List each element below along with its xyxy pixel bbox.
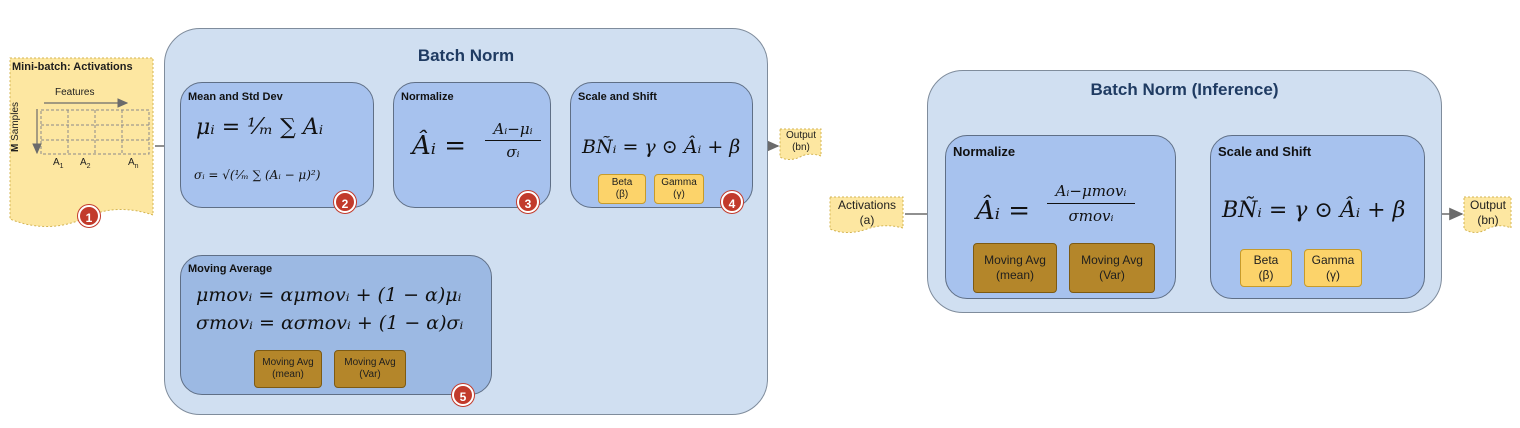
moving-mean-formula: μmovᵢ = αμmovᵢ + (1 − α)μᵢ xyxy=(196,284,462,306)
mean-formula: μᵢ = ¹⁄ₘ ∑ Aᵢ xyxy=(196,115,324,140)
output-inference-label: Output (bn) xyxy=(1469,198,1507,227)
normalize-fraction: Aᵢ−μᵢ σᵢ xyxy=(482,120,544,161)
moving-avg-var: Moving Avg (Var) xyxy=(334,350,406,388)
inference-gamma-param: Gamma (γ) xyxy=(1304,249,1362,287)
output-inference-shape xyxy=(1463,196,1512,233)
inference-moving-avg-var: Moving Avg (Var) xyxy=(1069,243,1155,293)
normalize-box xyxy=(393,82,551,208)
normalize-denominator: σᵢ xyxy=(506,143,520,161)
minibatch-title: Mini-batch: Activations xyxy=(12,61,133,73)
moving-avg-mean: Moving Avg (mean) xyxy=(254,350,322,388)
moving-average-title: Moving Average xyxy=(188,263,273,275)
mean-std-title: Mean and Std Dev xyxy=(188,91,283,103)
beta-param: Beta (β) xyxy=(598,174,646,204)
std-formula: σᵢ = √(¹⁄ₘ ∑ (Aᵢ − μ)²) xyxy=(194,168,321,182)
step-badge-4: 4 xyxy=(721,191,743,213)
m-label: M xyxy=(10,143,21,152)
inference-fraction-bar xyxy=(1047,203,1135,204)
scale-shift-formula: BÑᵢ = γ ⊙ Âᵢ + β xyxy=(582,136,741,158)
inference-title: Batch Norm (Inference) xyxy=(1090,80,1279,99)
inference-beta-param: Beta (β) xyxy=(1240,249,1292,287)
activations-shape xyxy=(829,196,904,233)
normalize-lhs: Âᵢ = xyxy=(412,131,467,161)
samples-label: Samples xyxy=(10,101,21,141)
step-badge-2: 2 xyxy=(334,191,356,213)
output-train-label: Output (bn) xyxy=(785,130,817,153)
samples-axis-label: M Samples xyxy=(10,102,21,152)
batch-norm-title: Batch Norm xyxy=(417,46,515,65)
normalize-numerator: Aᵢ−μᵢ xyxy=(493,120,533,138)
normalize-title: Normalize xyxy=(401,91,454,103)
step-badge-1: 1 xyxy=(78,205,100,227)
mean-std-box xyxy=(180,82,374,208)
inference-scale-shift-formula: BÑᵢ = γ ⊙ Âᵢ + β xyxy=(1222,198,1406,223)
fraction-bar xyxy=(485,140,541,141)
inference-numerator: Aᵢ−μmovᵢ xyxy=(1055,182,1127,200)
col-label-2: A2 xyxy=(80,157,91,170)
step-badge-5: 5 xyxy=(452,384,474,406)
col-label-1: A1 xyxy=(53,157,64,170)
gamma-param: Gamma (γ) xyxy=(654,174,704,204)
inference-scale-shift-title: Scale and Shift xyxy=(1218,144,1312,159)
activations-label: Activations (a) xyxy=(837,198,897,227)
inference-normalize-lhs: Âᵢ = xyxy=(976,196,1031,226)
step-badge-3: 3 xyxy=(517,191,539,213)
scale-shift-title: Scale and Shift xyxy=(578,91,657,103)
col-label-n: An xyxy=(128,157,139,170)
inference-normalize-title: Normalize xyxy=(953,144,1016,159)
minibatch-document xyxy=(9,57,154,227)
output-train-shape xyxy=(779,128,822,160)
inference-moving-avg-mean: Moving Avg (mean) xyxy=(973,243,1057,293)
moving-var-formula: σmovᵢ = ασmovᵢ + (1 − α)σᵢ xyxy=(196,312,464,334)
inference-denominator: σmovᵢ xyxy=(1068,207,1114,225)
features-label: Features xyxy=(55,87,95,98)
inference-normalize-fraction: Aᵢ−μmovᵢ σmovᵢ xyxy=(1045,182,1137,225)
